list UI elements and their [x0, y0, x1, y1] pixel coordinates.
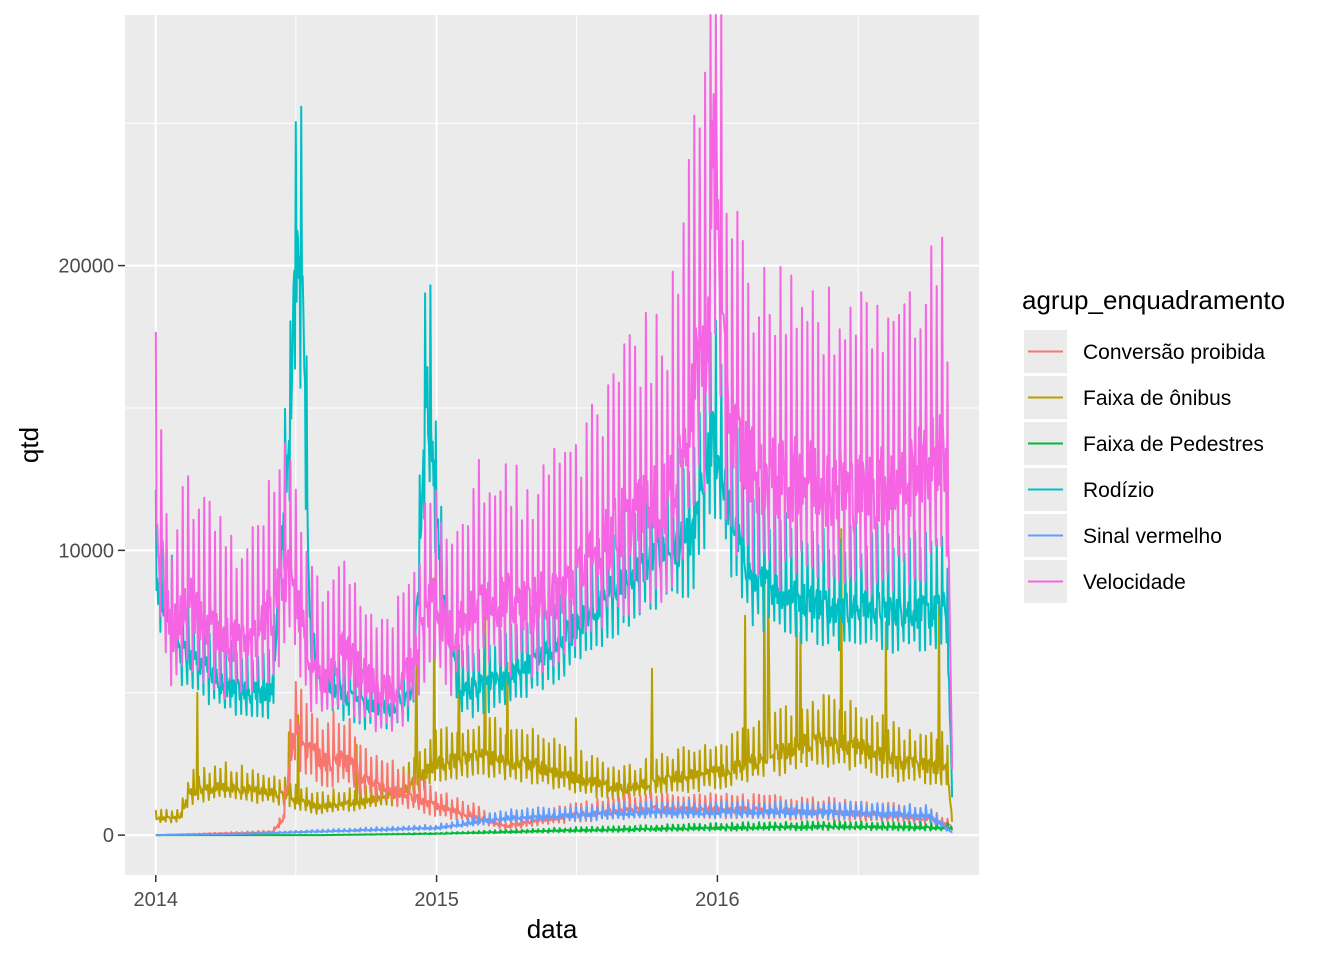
- y-axis: 0 10000 20000: [58, 256, 125, 847]
- legend-label: Velocidade: [1083, 571, 1186, 594]
- y-tick-label: 0: [103, 825, 114, 847]
- legend-title: agrup_enquadramento: [1022, 285, 1285, 315]
- x-axis-title: data: [527, 914, 578, 944]
- x-tick-label: 2015: [414, 889, 459, 911]
- legend-label: Conversão proibida: [1083, 341, 1265, 364]
- plot-panel: [125, 15, 979, 875]
- legend-label: Faixa de ônibus: [1083, 387, 1231, 410]
- series-line: [154, 14, 954, 770]
- series-line: [155, 799, 953, 837]
- y-tick-label: 10000: [58, 540, 114, 562]
- legend-label: Sinal vermelho: [1083, 525, 1222, 548]
- legend-label: Faixa de Pedestres: [1083, 433, 1264, 456]
- x-tick-label: 2014: [134, 889, 179, 911]
- series-line: [155, 819, 954, 837]
- x-tick-label: 2016: [695, 889, 740, 911]
- legend: agrup_enquadramento Conversão proibida Fa…: [1022, 285, 1285, 603]
- series-lines: [154, 14, 954, 837]
- y-tick-label: 20000: [58, 256, 114, 278]
- y-axis-title: qtd: [14, 427, 44, 463]
- series-line: [154, 528, 954, 824]
- legend-label: Rodízio: [1083, 479, 1154, 502]
- x-axis: 2014 2015 2016: [134, 875, 740, 911]
